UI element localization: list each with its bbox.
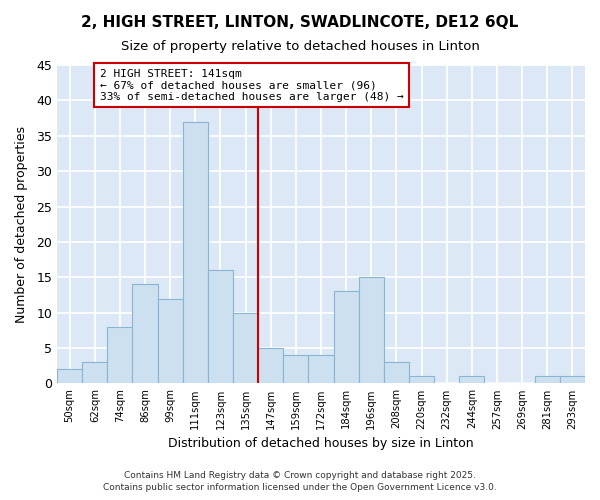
Bar: [308, 355, 334, 384]
Bar: [233, 312, 258, 384]
Bar: [409, 376, 434, 384]
Bar: [183, 122, 208, 384]
Bar: [460, 376, 484, 384]
Bar: [57, 370, 82, 384]
Y-axis label: Number of detached properties: Number of detached properties: [15, 126, 28, 322]
Bar: [359, 278, 384, 384]
Text: 2, HIGH STREET, LINTON, SWADLINCOTE, DE12 6QL: 2, HIGH STREET, LINTON, SWADLINCOTE, DE1…: [82, 15, 518, 30]
Bar: [384, 362, 409, 384]
Text: 2 HIGH STREET: 141sqm
← 67% of detached houses are smaller (96)
33% of semi-deta: 2 HIGH STREET: 141sqm ← 67% of detached …: [100, 68, 404, 102]
Bar: [158, 298, 183, 384]
Bar: [560, 376, 585, 384]
Bar: [133, 284, 158, 384]
X-axis label: Distribution of detached houses by size in Linton: Distribution of detached houses by size …: [168, 437, 474, 450]
Bar: [334, 292, 359, 384]
Bar: [107, 327, 133, 384]
Text: Size of property relative to detached houses in Linton: Size of property relative to detached ho…: [121, 40, 479, 53]
Bar: [258, 348, 283, 384]
Bar: [283, 355, 308, 384]
Text: Contains HM Land Registry data © Crown copyright and database right 2025.
Contai: Contains HM Land Registry data © Crown c…: [103, 471, 497, 492]
Bar: [82, 362, 107, 384]
Bar: [535, 376, 560, 384]
Bar: [208, 270, 233, 384]
